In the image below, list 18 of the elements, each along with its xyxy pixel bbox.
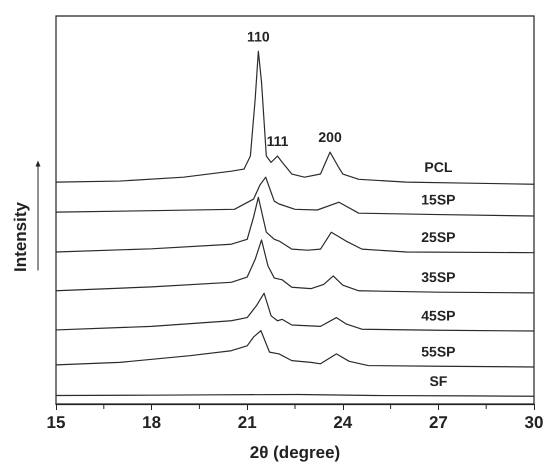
x-tick-label: 21 bbox=[238, 413, 257, 432]
x-tick-label: 18 bbox=[142, 413, 162, 432]
series-label: 15SP bbox=[421, 192, 456, 208]
series-label: SF bbox=[429, 372, 448, 389]
annotation: 200 bbox=[318, 129, 342, 146]
series-label: PCL bbox=[424, 159, 453, 176]
y-axis-title: Intensity bbox=[11, 202, 30, 272]
x-tick-label: 24 bbox=[333, 413, 353, 432]
x-axis-title: 2θ (degree) bbox=[250, 443, 340, 462]
series-label: 55SP bbox=[421, 343, 456, 360]
x-tick-label: 30 bbox=[524, 413, 544, 432]
series-label: 25SP bbox=[421, 228, 456, 245]
series-label: 35SP bbox=[421, 269, 456, 286]
annotation: 110 bbox=[247, 28, 270, 44]
annotation: 111 bbox=[266, 133, 289, 150]
x-tick-label: 15 bbox=[46, 413, 66, 432]
series-label: 45SP bbox=[421, 307, 456, 324]
x-tick-label: 27 bbox=[428, 413, 448, 432]
